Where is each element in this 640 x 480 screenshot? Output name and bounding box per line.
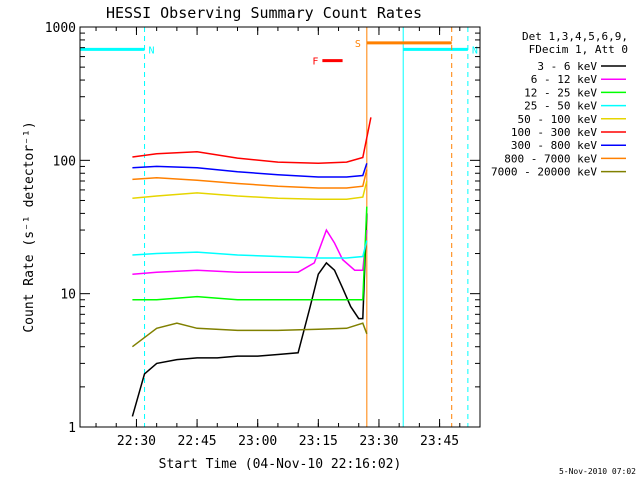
x-axis: 22:30 22:45 23:00 23:15 23:30 23:45 — [95, 27, 481, 449]
annotation-label-flare: F — [312, 57, 318, 68]
legend-header-line: FDecim 1, Att 0 — [529, 43, 628, 56]
x-tick-label: 22:30 — [117, 434, 156, 449]
legend-entry-label: 100 - 300 keV — [511, 126, 597, 139]
annotation-label-night: N — [472, 45, 478, 56]
y-tick-label: 1000 — [45, 21, 76, 36]
series-line-300-800keV — [132, 163, 368, 178]
x-tick-label: 23:00 — [238, 434, 277, 449]
annotation-label-saa: S — [355, 39, 361, 50]
legend-entry-label: 25 - 50 keV — [524, 100, 597, 113]
series-line-800-7000keV — [132, 169, 368, 189]
legend-entry-label: 300 - 800 keV — [511, 139, 597, 152]
legend-entry-label: 3 - 6 keV — [537, 60, 597, 73]
series-line-12-25keV — [132, 206, 368, 301]
x-axis-label: Start Time (04-Nov-10 22:16:02) — [159, 457, 402, 472]
series-line-3-6keV — [131, 213, 368, 417]
series-line-50-100keV — [132, 180, 368, 201]
legend-header-line: Det 1,3,4,5,6,9, — [522, 30, 628, 43]
y-tick-label: 100 — [53, 154, 76, 169]
legend-entry-label: 12 - 25 keV — [524, 86, 597, 99]
y-axis-label: Count Rate (s⁻¹ detector⁻¹) — [22, 121, 37, 332]
annotations: N N S F — [79, 27, 478, 427]
legend-entry-label: 7000 - 20000 keV — [491, 166, 597, 179]
legend-entry-label: 6 - 12 keV — [531, 73, 598, 86]
series-lines — [131, 117, 372, 417]
x-tick-label: 22:45 — [178, 434, 217, 449]
annotation-label-night: N — [149, 45, 155, 56]
chart-title: HESSI Observing Summary Count Rates — [106, 4, 422, 22]
x-tick-label: 23:15 — [299, 434, 338, 449]
legend-entry-label: 50 - 100 keV — [518, 113, 598, 126]
plot-frame — [79, 26, 481, 428]
y-tick-label: 1 — [68, 421, 76, 436]
legend: Det 1,3,4,5,6,9,FDecim 1, Att 0 3 - 6 keV… — [491, 30, 628, 179]
x-tick-label: 23:30 — [359, 434, 398, 449]
footer-date: 5-Nov-2010 07:02 — [559, 467, 636, 476]
x-tick-label: 23:45 — [420, 434, 459, 449]
series-line-25-50keV — [132, 240, 368, 259]
y-tick-label: 10 — [60, 288, 76, 303]
legend-entry-label: 800 - 7000 keV — [504, 152, 597, 165]
series-line-7000-20000keV — [131, 322, 368, 348]
y-axis: 1 10 100 1000 — [45, 21, 480, 436]
series-line-6-12keV — [132, 228, 368, 275]
series-line-100-300keV — [132, 117, 372, 165]
